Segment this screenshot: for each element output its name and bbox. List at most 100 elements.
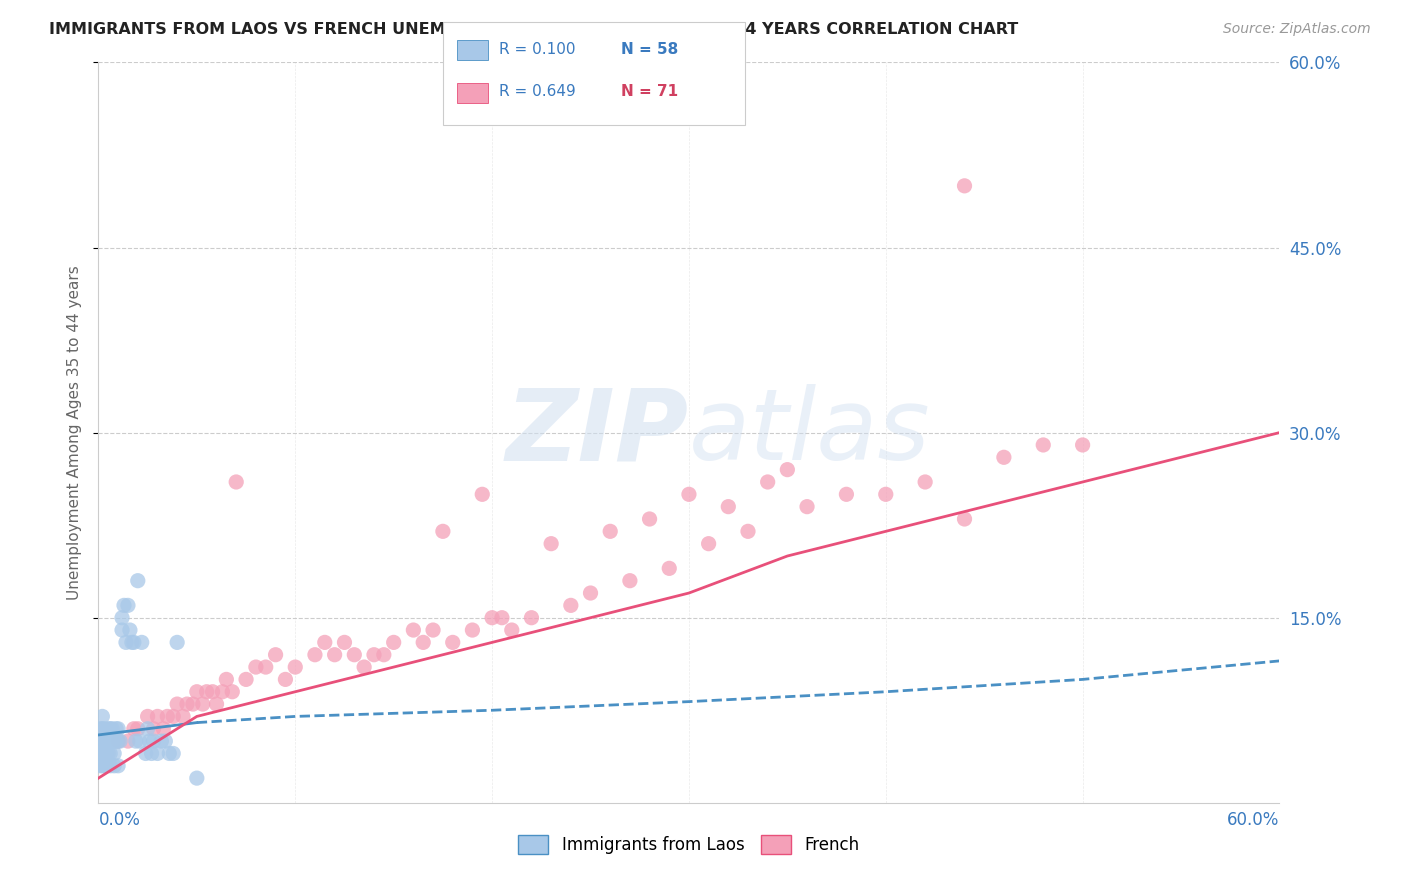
Point bbox=[157, 747, 180, 761]
Point bbox=[658, 561, 681, 575]
Point bbox=[98, 734, 121, 748]
Point bbox=[93, 722, 115, 736]
Point bbox=[135, 747, 157, 761]
Point bbox=[953, 512, 976, 526]
Point bbox=[93, 734, 115, 748]
Point bbox=[136, 709, 159, 723]
Point bbox=[619, 574, 641, 588]
Text: N = 58: N = 58 bbox=[621, 42, 679, 56]
Point bbox=[89, 747, 111, 761]
Point bbox=[412, 635, 434, 649]
Point bbox=[105, 722, 128, 736]
Point bbox=[560, 599, 582, 613]
Text: R = 0.100: R = 0.100 bbox=[499, 42, 575, 56]
Point bbox=[343, 648, 366, 662]
Point bbox=[108, 734, 131, 748]
Point bbox=[162, 709, 184, 723]
Point bbox=[127, 574, 149, 588]
Point bbox=[166, 635, 188, 649]
Point bbox=[756, 475, 779, 489]
Point bbox=[215, 673, 238, 687]
Point bbox=[186, 771, 208, 785]
Point bbox=[186, 685, 208, 699]
Point bbox=[697, 536, 720, 550]
Point bbox=[155, 734, 177, 748]
Point bbox=[107, 722, 129, 736]
Point bbox=[245, 660, 267, 674]
Point bbox=[304, 648, 326, 662]
Point bbox=[122, 722, 145, 736]
Point bbox=[353, 660, 375, 674]
Point bbox=[89, 734, 111, 748]
Point bbox=[103, 747, 125, 761]
Point bbox=[166, 697, 188, 711]
Point bbox=[678, 487, 700, 501]
Point bbox=[221, 685, 243, 699]
Point bbox=[501, 623, 523, 637]
Point bbox=[142, 734, 165, 748]
Point bbox=[323, 648, 346, 662]
Point bbox=[875, 487, 897, 501]
Point bbox=[136, 722, 159, 736]
Point bbox=[333, 635, 356, 649]
Point bbox=[432, 524, 454, 539]
Point bbox=[150, 734, 173, 748]
Point bbox=[98, 758, 121, 772]
Point bbox=[117, 599, 139, 613]
Point bbox=[284, 660, 307, 674]
Point bbox=[481, 610, 503, 624]
Point bbox=[1071, 438, 1094, 452]
Point bbox=[118, 623, 141, 637]
Point bbox=[205, 697, 228, 711]
Point bbox=[111, 623, 134, 637]
Point bbox=[191, 697, 214, 711]
Point bbox=[96, 734, 118, 748]
Point bbox=[125, 734, 148, 748]
Point bbox=[97, 734, 120, 748]
Point bbox=[112, 599, 135, 613]
Point bbox=[172, 709, 194, 723]
Point bbox=[471, 487, 494, 501]
Point bbox=[98, 747, 121, 761]
Point bbox=[737, 524, 759, 539]
Point bbox=[776, 462, 799, 476]
Point bbox=[382, 635, 405, 649]
Point bbox=[142, 722, 165, 736]
Point bbox=[98, 722, 121, 736]
Point bbox=[152, 722, 174, 736]
Point bbox=[138, 734, 160, 748]
Point bbox=[103, 758, 125, 772]
Text: IMMIGRANTS FROM LAOS VS FRENCH UNEMPLOYMENT AMONG AGES 35 TO 44 YEARS CORRELATIO: IMMIGRANTS FROM LAOS VS FRENCH UNEMPLOYM… bbox=[49, 22, 1018, 37]
Point bbox=[441, 635, 464, 649]
Point bbox=[96, 747, 118, 761]
Point bbox=[181, 697, 204, 711]
Point bbox=[93, 758, 115, 772]
Point bbox=[115, 635, 138, 649]
Point bbox=[993, 450, 1015, 465]
Point bbox=[254, 660, 277, 674]
Point bbox=[89, 722, 111, 736]
Point bbox=[107, 734, 129, 748]
Point bbox=[195, 685, 218, 699]
Point bbox=[201, 685, 224, 699]
Point bbox=[131, 635, 153, 649]
Point bbox=[264, 648, 287, 662]
Point bbox=[796, 500, 818, 514]
Point bbox=[97, 747, 120, 761]
Point bbox=[146, 747, 169, 761]
Point bbox=[599, 524, 621, 539]
Point bbox=[101, 734, 124, 748]
Point bbox=[717, 500, 740, 514]
Point bbox=[156, 709, 179, 723]
Text: R = 0.649: R = 0.649 bbox=[499, 85, 576, 99]
Point bbox=[225, 475, 247, 489]
Point bbox=[373, 648, 395, 662]
Point bbox=[176, 697, 198, 711]
Point bbox=[491, 610, 513, 624]
Point bbox=[91, 734, 114, 748]
Point bbox=[111, 610, 134, 624]
Text: 0.0%: 0.0% bbox=[98, 811, 141, 830]
Text: atlas: atlas bbox=[689, 384, 931, 481]
Point bbox=[91, 709, 114, 723]
Point bbox=[128, 734, 150, 748]
